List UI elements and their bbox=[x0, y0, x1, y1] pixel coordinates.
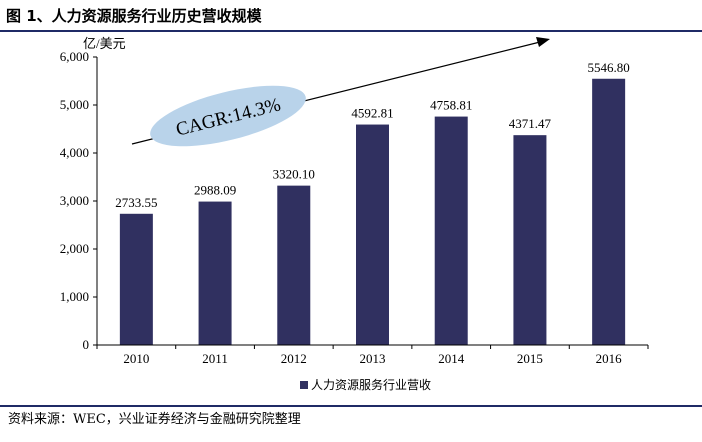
y-axis-unit-label: 亿/美元 bbox=[83, 36, 126, 51]
y-axis: 0 1,000 2,000 3,000 4,000 5,000 6,000 bbox=[60, 49, 98, 352]
x-tick-label: 2011 bbox=[202, 351, 228, 366]
data-label: 2988.09 bbox=[194, 183, 236, 198]
y-tick-label: 4,000 bbox=[60, 145, 89, 160]
y-tick-label: 3,000 bbox=[60, 193, 89, 208]
legend-swatch bbox=[300, 381, 308, 389]
legend-label: 人力资源服务行业营收 bbox=[311, 377, 431, 392]
data-label: 4758.81 bbox=[430, 98, 472, 113]
trend-arrow-head bbox=[536, 37, 550, 47]
y-tick-label: 6,000 bbox=[60, 49, 89, 64]
cagr-ellipse bbox=[150, 85, 306, 147]
data-label: 5546.80 bbox=[588, 60, 630, 75]
bar bbox=[356, 124, 389, 345]
x-tick-label: 2014 bbox=[438, 351, 465, 366]
x-tick-label: 2010 bbox=[123, 351, 149, 366]
x-axis: 2010 2011 2012 2013 2014 2015 2016 bbox=[96, 344, 649, 366]
legend: 人力资源服务行业营收 bbox=[300, 377, 431, 392]
y-tick-label: 5,000 bbox=[60, 97, 89, 112]
y-tick-label: 0 bbox=[83, 337, 90, 352]
bar bbox=[434, 116, 468, 345]
bar bbox=[513, 135, 547, 345]
revenue-bar-chart: 亿/美元 0 1,000 2,000 3,000 4,000 5,000 6,000 273… bbox=[60, 36, 649, 392]
source-note: 资料来源：WEC，兴业证券经济与金融研究院整理 bbox=[8, 412, 301, 427]
y-tick-label: 2,000 bbox=[60, 241, 89, 256]
bar bbox=[277, 185, 311, 345]
bar bbox=[592, 78, 626, 345]
data-label: 2733.55 bbox=[115, 195, 157, 210]
source-rule bbox=[0, 405, 702, 407]
figure-title: 图 1、人力资源服务行业历史营收规模 bbox=[6, 7, 262, 25]
bar bbox=[119, 213, 153, 345]
y-tick-label: 1,000 bbox=[60, 289, 89, 304]
bars: 2733.55 2988.09 3320.10 4592.81 4758.81 4371.… bbox=[115, 60, 630, 345]
data-label: 4592.81 bbox=[351, 106, 393, 121]
x-tick-label: 2016 bbox=[596, 351, 623, 366]
x-tick-label: 2013 bbox=[360, 351, 386, 366]
x-tick-label: 2012 bbox=[281, 351, 307, 366]
data-label: 3320.10 bbox=[273, 167, 315, 182]
cagr-annotation: CAGR:14.3% bbox=[131, 37, 550, 147]
title-rule bbox=[0, 30, 702, 32]
bar bbox=[198, 201, 232, 345]
x-tick-label: 2015 bbox=[517, 351, 543, 366]
data-label: 4371.47 bbox=[509, 116, 552, 131]
